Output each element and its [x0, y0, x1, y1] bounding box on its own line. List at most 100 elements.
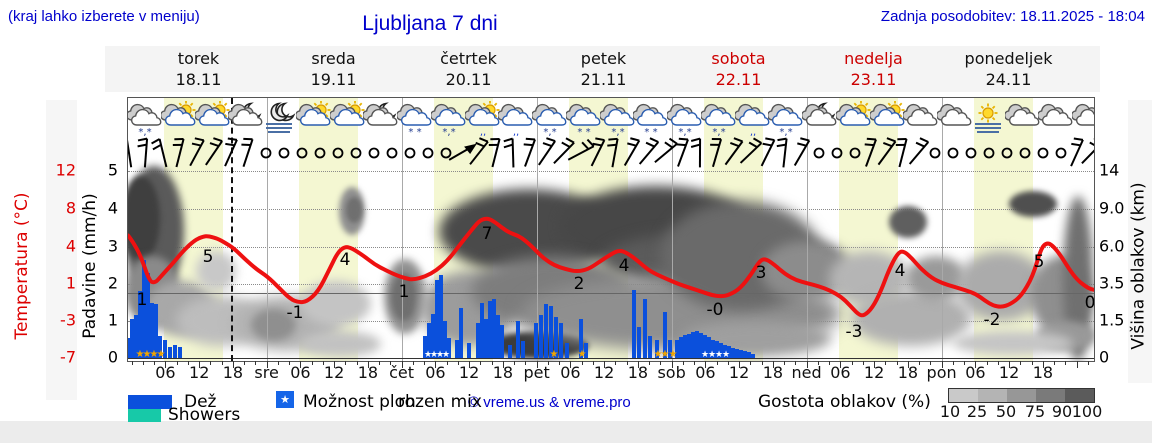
- x-axis-label: 18: [222, 363, 244, 382]
- day-header: petek 21.11: [536, 48, 671, 90]
- shower-chance-marker: ★: [577, 349, 587, 360]
- svg-text:*,*: *,*: [712, 127, 725, 138]
- x-axis-tick: [536, 361, 538, 368]
- rain-bar: [663, 311, 667, 358]
- rain-legend-label: Dež: [184, 392, 217, 412]
- rain-bar: [455, 339, 459, 358]
- temp-tick: 12: [55, 160, 76, 180]
- cloud-snow-icon: * *: [397, 103, 432, 138]
- temp-tick: 1: [65, 273, 76, 293]
- colorbar-segment: [949, 389, 978, 402]
- x-axis-tick: [660, 361, 662, 365]
- rain-bar: [559, 322, 563, 358]
- rain-bar: [683, 335, 687, 358]
- wind-calm-icon: [350, 147, 362, 159]
- x-axis-label: 06: [425, 363, 446, 382]
- day-name: ponedeljek: [964, 49, 1053, 68]
- showers-legend-swatch: [128, 409, 161, 422]
- temperature-value-label: 5: [202, 247, 214, 267]
- rain-bar: [703, 335, 707, 358]
- left-axis-band: [46, 100, 77, 400]
- x-axis-tick: [469, 361, 471, 368]
- wind-barb-icon: [128, 138, 133, 168]
- moon-cloud-icon: [802, 102, 837, 126]
- x-axis-label: 18: [492, 363, 514, 382]
- rain-bar: [747, 352, 751, 358]
- svg-text:*,*: *,*: [442, 127, 455, 138]
- colorbar-segment: [978, 389, 1007, 402]
- x-axis-tick: [356, 361, 358, 365]
- day-header-strip: torek 18.11 sreda 19.11 četrtek 20.11 petek 21.…: [105, 46, 1100, 92]
- wind-barb-icon: [623, 137, 641, 166]
- x-axis-tick: [210, 361, 212, 365]
- shower-chance-marker: ★: [142, 349, 152, 360]
- wind-barb-icon: [172, 138, 185, 168]
- x-axis-tick: [502, 361, 504, 368]
- colorbar-tick-label: 75: [1024, 402, 1046, 421]
- x-axis-label: sob: [657, 363, 686, 382]
- x-axis-tick: [142, 361, 144, 365]
- temperature-value-label: 7: [481, 224, 493, 244]
- x-axis-tick: [1087, 361, 1089, 365]
- wind-calm-icon: [1037, 147, 1049, 159]
- x-axis-label: sre: [254, 363, 279, 382]
- wind-barb-icon: [724, 137, 744, 166]
- showers-legend-label: Showers: [168, 405, 241, 425]
- copyright-link[interactable]: © vreme.us & vreme.pro: [468, 394, 631, 411]
- rain-bar: [134, 315, 138, 358]
- shower-chance-marker: ★: [149, 349, 159, 360]
- x-axis-label: 06: [695, 363, 716, 382]
- wind-barb-icon: [590, 137, 606, 167]
- sun-cloud-rain-icon: ,,: [464, 101, 499, 138]
- wind-barb-icon: [503, 137, 515, 168]
- temperature-value-label: 0: [1084, 293, 1095, 313]
- x-axis-label: 06: [155, 363, 176, 382]
- wind-barb-icon: [607, 137, 619, 168]
- wind-calm-icon: [813, 147, 825, 159]
- temperature-value-label: 4: [339, 250, 351, 270]
- x-axis-tick: [941, 361, 943, 368]
- x-axis-tick: [637, 361, 639, 368]
- x-axis-label: 18: [897, 363, 919, 382]
- footer-strip: [0, 421, 1152, 443]
- x-axis-tick: [289, 361, 291, 365]
- cloud-tick: 1.5: [1099, 310, 1125, 330]
- x-axis-tick: [379, 361, 381, 365]
- wind-calm-icon: [965, 147, 977, 159]
- precip-tick: 2: [107, 273, 118, 293]
- right-axis-band: [1128, 100, 1152, 383]
- rain-bar: [643, 298, 647, 358]
- x-axis-tick: [784, 361, 786, 365]
- temp-tick: -3: [60, 310, 76, 330]
- wind-calm-icon: [1055, 147, 1067, 159]
- precip-axis-title: Padavine (mm/h): [80, 193, 100, 339]
- svg-text:,,: ,,: [479, 127, 485, 138]
- colorbar-tick-label: 100: [1071, 402, 1103, 421]
- wind-barb-icon: [567, 138, 595, 161]
- sun-cloud-icon: [869, 101, 904, 126]
- x-axis-tick: [907, 361, 909, 368]
- x-axis-tick: [829, 361, 831, 365]
- cloud-snow-icon: * *: [565, 103, 601, 138]
- x-axis-tick: [986, 361, 988, 365]
- rain-legend-swatch: [128, 395, 172, 409]
- x-axis-tick: [817, 361, 819, 365]
- sun-cloud-icon: [329, 101, 364, 126]
- x-axis-label: 12: [189, 363, 210, 382]
- temp-tick: -7: [60, 347, 76, 367]
- day-date: 23.11: [850, 70, 897, 89]
- x-axis-tick: [412, 361, 414, 365]
- x-axis-tick: [874, 361, 876, 368]
- wind-barb-icon: [241, 137, 254, 168]
- day-name: petek: [580, 49, 627, 68]
- wind-barb-icon: [776, 137, 788, 168]
- x-axis-tick: [727, 361, 729, 365]
- temperature-value-label: -1: [286, 303, 304, 323]
- rain-bar: [476, 322, 480, 358]
- day-date: 24.11: [985, 70, 1032, 89]
- rain-bar: [443, 321, 447, 358]
- x-axis-tick: [559, 361, 561, 365]
- rain-bar: [128, 337, 130, 358]
- x-axis-tick: [255, 361, 257, 365]
- day-header: ponedeljek 24.11: [941, 48, 1076, 90]
